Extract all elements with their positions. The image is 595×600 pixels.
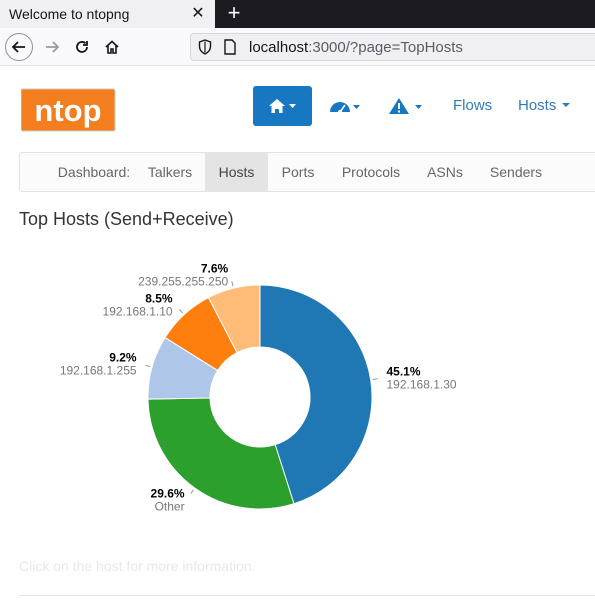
slice-percent-label: 9.2% <box>109 350 137 364</box>
sub-navigation: Dashboard: Talkers Hosts Ports Protocols… <box>19 152 595 192</box>
tab-protocols[interactable]: Protocols <box>341 164 401 180</box>
tab-hosts[interactable]: Hosts <box>205 153 268 191</box>
url-host: localhost <box>249 39 309 56</box>
slice-host-label[interactable]: 239.255.255.250 <box>138 275 228 289</box>
chevron-down-icon <box>562 103 571 107</box>
slice-host-label[interactable]: 192.168.1.30 <box>387 378 457 392</box>
hosts-menu[interactable]: Hosts <box>518 97 571 114</box>
pie-slice[interactable] <box>259 284 373 505</box>
ntop-logo[interactable]: ntop <box>20 87 117 133</box>
flows-link[interactable]: Flows <box>453 97 493 114</box>
slice-percent-label: 7.6% <box>201 262 229 276</box>
new-tab-icon[interactable]: + <box>227 0 241 25</box>
home-icon[interactable] <box>98 33 126 61</box>
url-path: :3000/?page=TopHosts <box>308 39 463 56</box>
slice-label-tick <box>231 281 234 287</box>
subnav-dashboard: Dashboard: <box>57 164 131 180</box>
slice-percent-label: 8.5% <box>145 291 173 305</box>
slice-label-tick <box>372 378 378 381</box>
slice-host-label[interactable]: 192.168.1.10 <box>103 304 173 318</box>
close-tab-icon[interactable]: ✕ <box>191 5 205 22</box>
tab-title: Welcome to ntopng <box>9 6 130 22</box>
browser-tab-bar: Welcome to ntopng ✕ + <box>0 0 595 28</box>
slice-percent-label: 45.1% <box>387 365 421 379</box>
hosts-menu-label: Hosts <box>518 97 557 114</box>
hint-text: Click on the host for more information. <box>19 558 256 574</box>
shield-icon[interactable] <box>198 39 212 60</box>
pie-slice[interactable] <box>147 397 295 510</box>
tab-senders[interactable]: Senders <box>489 164 543 180</box>
browser-nav-bar: localhost:3000/?page=TopHosts <box>0 28 595 66</box>
tab-asns[interactable]: ASNs <box>427 164 463 180</box>
slice-percent-label: 29.6% <box>151 486 185 500</box>
page-info-icon[interactable] <box>223 39 237 60</box>
alerts-menu-button[interactable] <box>387 86 427 126</box>
address-bar[interactable]: localhost:3000/?page=TopHosts <box>190 33 595 61</box>
slice-label-tick <box>178 309 184 314</box>
forward-icon[interactable] <box>38 33 66 61</box>
slice-host-label[interactable]: Other <box>155 499 185 513</box>
dashboard-menu-button[interactable] <box>325 86 365 126</box>
top-hosts-donut-chart: 45.1%192.168.1.3029.6%Other9.2%192.168.1… <box>60 262 457 514</box>
pie-slice[interactable] <box>207 284 261 354</box>
logo-text: ntop <box>34 93 101 128</box>
tab-talkers[interactable]: Talkers <box>147 164 193 180</box>
slice-host-label[interactable]: 192.168.1.255 <box>60 363 137 377</box>
slice-label-tick <box>190 489 194 495</box>
divider <box>19 595 595 596</box>
tab-ports[interactable]: Ports <box>281 164 315 180</box>
home-menu-button[interactable] <box>253 86 312 126</box>
slice-label-tick <box>145 364 151 368</box>
browser-tab[interactable]: Welcome to ntopng ✕ <box>0 0 215 28</box>
reload-icon[interactable] <box>68 33 96 61</box>
back-icon[interactable] <box>5 33 33 61</box>
url-text[interactable]: localhost:3000/?page=TopHosts <box>249 39 463 56</box>
page-title: Top Hosts (Send+Receive) <box>19 209 234 229</box>
